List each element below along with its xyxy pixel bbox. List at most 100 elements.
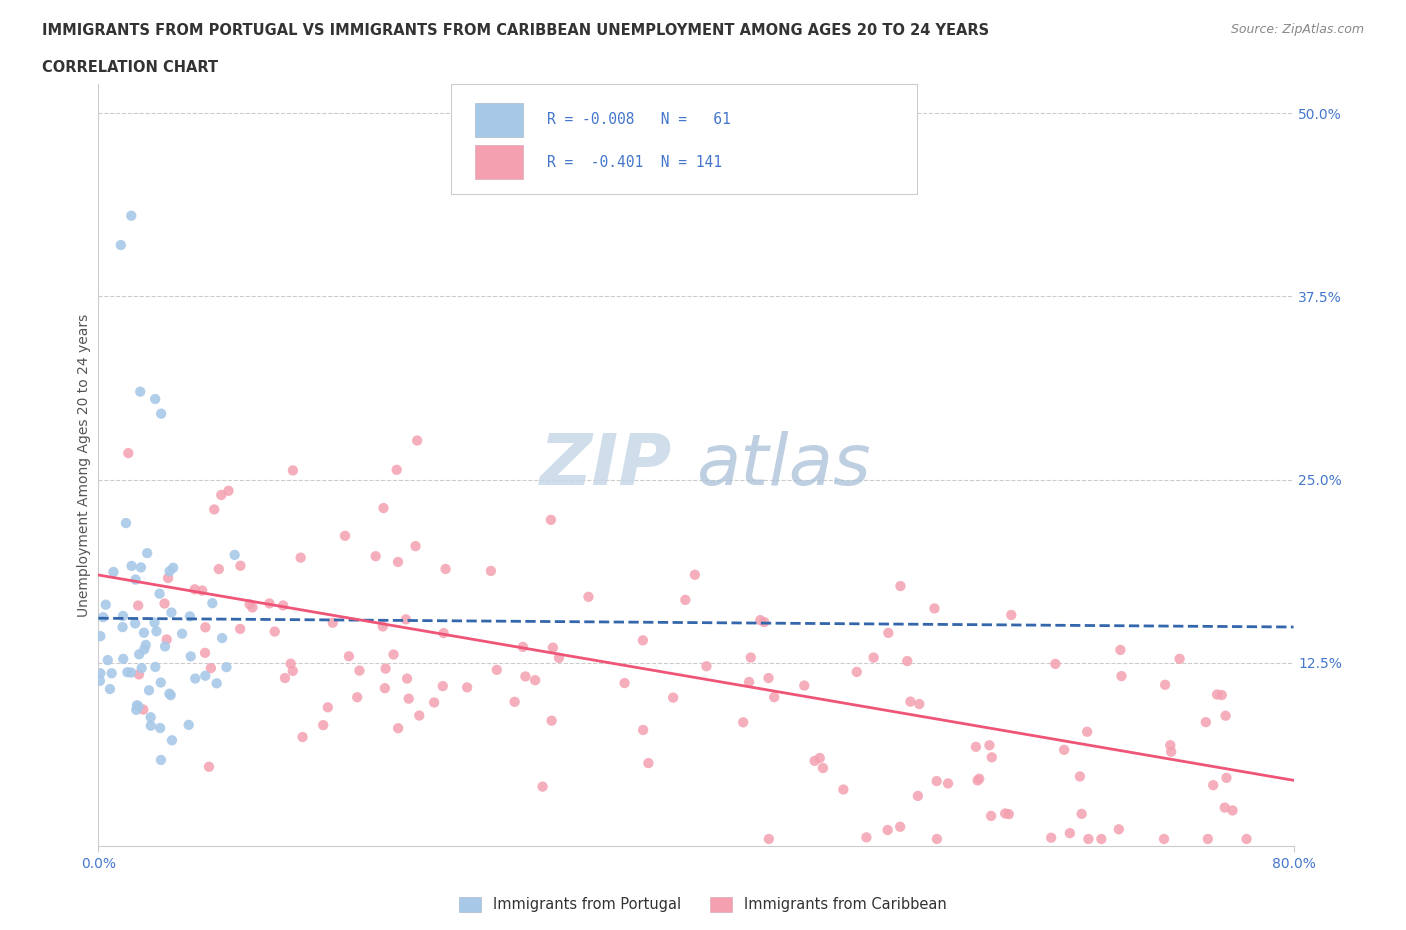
Point bbox=[218, 484, 240, 498]
Point bbox=[143, 615, 166, 630]
Point bbox=[540, 713, 562, 728]
Point bbox=[1222, 803, 1244, 817]
Point bbox=[117, 665, 139, 680]
Point bbox=[125, 702, 148, 717]
Point bbox=[194, 669, 217, 684]
Point bbox=[1109, 643, 1132, 658]
Point bbox=[1108, 822, 1130, 837]
Point bbox=[281, 463, 304, 478]
Point bbox=[548, 650, 571, 665]
Point bbox=[159, 686, 181, 701]
Point bbox=[485, 662, 508, 677]
Point bbox=[149, 721, 172, 736]
Point bbox=[479, 564, 502, 578]
Point bbox=[179, 609, 201, 624]
Point bbox=[157, 571, 180, 586]
Point bbox=[832, 782, 855, 797]
Point bbox=[263, 624, 285, 639]
Point bbox=[503, 695, 526, 710]
Point bbox=[127, 699, 149, 714]
Point bbox=[531, 779, 554, 794]
Point bbox=[117, 445, 139, 460]
Point bbox=[132, 702, 155, 717]
Point bbox=[1168, 651, 1191, 666]
Point bbox=[131, 660, 153, 675]
Point bbox=[1059, 826, 1081, 841]
Point bbox=[112, 652, 135, 667]
Point bbox=[271, 598, 294, 613]
Point bbox=[364, 549, 387, 564]
Point bbox=[862, 650, 884, 665]
Point bbox=[127, 598, 149, 613]
Point bbox=[1197, 831, 1219, 846]
Point bbox=[110, 237, 132, 252]
Point bbox=[180, 649, 202, 664]
Point bbox=[1070, 806, 1092, 821]
Point bbox=[1215, 770, 1237, 785]
Point bbox=[432, 679, 454, 694]
Point bbox=[740, 650, 762, 665]
Point bbox=[259, 596, 281, 611]
Point bbox=[209, 487, 232, 502]
Text: Source: ZipAtlas.com: Source: ZipAtlas.com bbox=[1230, 23, 1364, 36]
Point bbox=[877, 626, 900, 641]
Point bbox=[1045, 657, 1067, 671]
Point bbox=[845, 664, 868, 679]
Point bbox=[1211, 687, 1233, 702]
Point bbox=[172, 626, 194, 641]
Point bbox=[121, 559, 143, 574]
Point bbox=[683, 567, 706, 582]
Point bbox=[124, 616, 146, 631]
Point bbox=[97, 653, 120, 668]
Point bbox=[434, 562, 457, 577]
Point bbox=[211, 631, 233, 645]
Point bbox=[194, 620, 217, 635]
Point bbox=[281, 663, 304, 678]
Point bbox=[205, 676, 228, 691]
Point bbox=[177, 717, 200, 732]
Point bbox=[541, 640, 564, 655]
Point bbox=[1111, 669, 1133, 684]
FancyBboxPatch shape bbox=[475, 103, 523, 137]
Point bbox=[754, 615, 776, 630]
Point bbox=[111, 619, 134, 634]
Point bbox=[208, 562, 231, 577]
Point bbox=[128, 667, 150, 682]
Point bbox=[965, 739, 987, 754]
Point bbox=[145, 624, 167, 639]
Point bbox=[115, 515, 138, 530]
Point bbox=[184, 671, 207, 686]
Point bbox=[89, 629, 111, 644]
Point bbox=[159, 687, 181, 702]
Point bbox=[1040, 830, 1063, 845]
Point bbox=[793, 678, 815, 693]
Point bbox=[456, 680, 478, 695]
Point bbox=[135, 637, 157, 652]
Point bbox=[405, 538, 427, 553]
Point bbox=[803, 753, 825, 768]
Point bbox=[374, 661, 396, 676]
Point bbox=[924, 601, 946, 616]
Point bbox=[312, 718, 335, 733]
Point bbox=[433, 626, 456, 641]
Point bbox=[148, 586, 170, 601]
Point bbox=[139, 718, 162, 733]
Point bbox=[322, 616, 344, 631]
Point bbox=[373, 500, 395, 515]
FancyBboxPatch shape bbox=[451, 84, 917, 194]
Point bbox=[290, 551, 312, 565]
Y-axis label: Unemployment Among Ages 20 to 24 years: Unemployment Among Ages 20 to 24 years bbox=[77, 313, 91, 617]
Point bbox=[997, 806, 1019, 821]
Point bbox=[855, 830, 877, 844]
Point bbox=[936, 776, 959, 790]
Point bbox=[578, 590, 600, 604]
Point bbox=[160, 733, 183, 748]
Point bbox=[111, 608, 134, 623]
Point bbox=[1069, 769, 1091, 784]
Point bbox=[374, 681, 396, 696]
Point bbox=[129, 560, 152, 575]
Point bbox=[900, 694, 922, 709]
Point bbox=[139, 710, 162, 724]
Point bbox=[967, 771, 990, 786]
Point bbox=[124, 572, 146, 587]
